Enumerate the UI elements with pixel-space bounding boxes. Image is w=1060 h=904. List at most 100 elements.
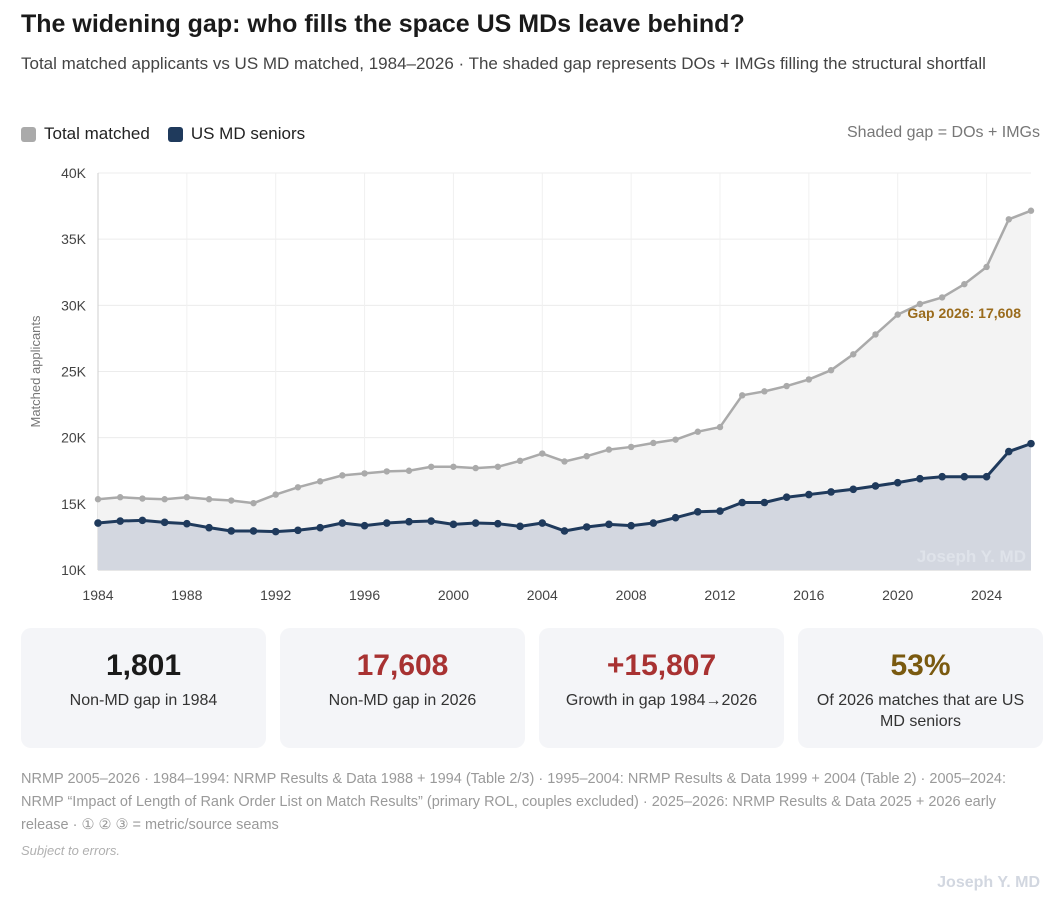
disclaimer: Subject to errors. — [21, 843, 120, 858]
total-matched-point — [516, 457, 524, 465]
us-md-point — [738, 498, 747, 507]
total-matched-point — [539, 450, 546, 457]
stat-card-gap-1984: 1,801 Non-MD gap in 1984 — [21, 628, 266, 748]
total-matched-point — [1005, 216, 1012, 223]
us-md-point — [294, 526, 302, 535]
us-md-point — [116, 517, 125, 525]
us-md-point — [183, 519, 191, 528]
total-matched-point — [827, 366, 835, 374]
total-matched-point — [161, 496, 168, 503]
us-md-point — [582, 523, 591, 531]
x-tick-label: 2024 — [971, 587, 1002, 603]
us-md-point — [249, 527, 258, 535]
y-axis-title: Matched applicants — [28, 315, 43, 428]
legend-swatch-total — [21, 126, 36, 142]
us-md-point — [1004, 447, 1013, 456]
us-md-point — [627, 521, 635, 530]
stat-label-gap-1984: Non-MD gap in 1984 — [69, 692, 218, 709]
x-tick-label: 1992 — [260, 587, 291, 603]
total-matched-point — [983, 263, 990, 271]
us-md-point — [494, 519, 502, 528]
gap-area — [98, 210, 1031, 532]
total-matched-point — [916, 300, 924, 308]
total-matched-point — [872, 331, 879, 338]
total-matched-point — [672, 436, 679, 443]
us-md-point — [449, 520, 458, 529]
y-tick-label: 25K — [61, 364, 87, 380]
total-matched-point — [294, 484, 302, 491]
y-tick-label: 20K — [61, 430, 87, 446]
total-matched-point — [383, 468, 390, 475]
us-md-point — [271, 527, 280, 536]
total-matched-point — [894, 311, 901, 318]
total-matched-point — [361, 470, 368, 477]
x-tick-label: 1988 — [171, 587, 202, 603]
x-tick-label: 1996 — [349, 587, 380, 603]
total-matched-point — [272, 491, 279, 498]
y-tick-label: 40K — [61, 165, 87, 181]
total-matched-point — [428, 463, 435, 470]
legend-swatch-md — [167, 126, 183, 142]
x-tick-label: 2012 — [704, 587, 735, 603]
us-md-point — [760, 498, 769, 507]
us-md-point — [849, 485, 858, 494]
stat-card-gap-2026: 17,608 Non-MD gap in 2026 — [280, 628, 525, 748]
stat-value-md-share: 53% — [890, 649, 951, 682]
total-matched-point — [139, 495, 146, 502]
total-matched-point — [650, 439, 657, 447]
us-md-point — [227, 527, 236, 535]
us-md-point — [960, 472, 969, 481]
chart: 10K 15K 20K 25K 30K 35K 40K 1984 1988 1992 1996 200… — [28, 165, 1035, 603]
y-tick-label: 35K — [61, 231, 87, 247]
md-area — [98, 443, 1031, 570]
total-matched-point — [938, 294, 946, 301]
total-matched-point — [450, 463, 457, 470]
us-md-point — [382, 519, 391, 527]
us-md-point — [716, 507, 724, 515]
total-matched-point — [561, 458, 568, 465]
source-note: NRMP 2005–2026 · 1984–1994: NRMP Results… — [21, 771, 1007, 833]
total-matched-point — [783, 382, 790, 390]
total-matched-point — [405, 467, 413, 474]
x-tick-label: 2016 — [793, 587, 824, 603]
stat-value-gap-1984: 1,801 — [105, 649, 182, 682]
total-matched-point — [250, 499, 257, 507]
us-md-point — [471, 519, 480, 527]
us-md-point — [338, 519, 347, 527]
us-md-point — [805, 490, 813, 499]
total-matched-point — [494, 463, 502, 470]
total-matched-point — [627, 443, 635, 451]
x-tick-label: 2008 — [616, 587, 647, 603]
total-matched-point — [583, 452, 590, 460]
x-tick-label: 1984 — [82, 587, 113, 603]
stat-label-growth: Growth in gap 1984→2026 — [565, 692, 758, 709]
us-md-point — [516, 522, 524, 531]
us-md-point — [160, 518, 169, 527]
total-matched-point — [228, 497, 235, 504]
total-matched-point — [94, 496, 102, 503]
chart-title: The widening gap: who fills the space US… — [21, 10, 745, 38]
us-md-point — [205, 523, 213, 532]
x-tick-label: 2000 — [438, 587, 469, 603]
us-md-point — [560, 527, 569, 535]
total-matched-point — [205, 496, 213, 503]
total-matched-point — [850, 351, 857, 358]
us-md-point — [916, 474, 924, 483]
y-tick-label: 10K — [61, 562, 87, 578]
total-matched-point — [472, 464, 479, 472]
total-matched-point — [961, 280, 968, 288]
us-md-point — [427, 517, 436, 525]
chart-watermark: Joseph Y. MD — [917, 547, 1026, 566]
legend-label-total: Total matched — [44, 124, 150, 143]
legend-item-total: Total matched — [21, 124, 150, 144]
y-tick-label: 15K — [61, 496, 87, 512]
legend-item-md: US MD seniors — [167, 124, 305, 144]
us-md-point — [138, 516, 147, 525]
total-matched-point — [339, 472, 346, 479]
us-md-point — [405, 517, 413, 526]
us-md-point — [827, 488, 835, 496]
stat-label-md-share: Of 2026 matches that are US MD seniors — [816, 692, 1025, 730]
us-md-point — [649, 519, 658, 527]
stat-cards: 1,801 Non-MD gap in 1984 17,608 Non-MD g… — [21, 628, 1043, 748]
total-matched-point — [605, 446, 613, 453]
